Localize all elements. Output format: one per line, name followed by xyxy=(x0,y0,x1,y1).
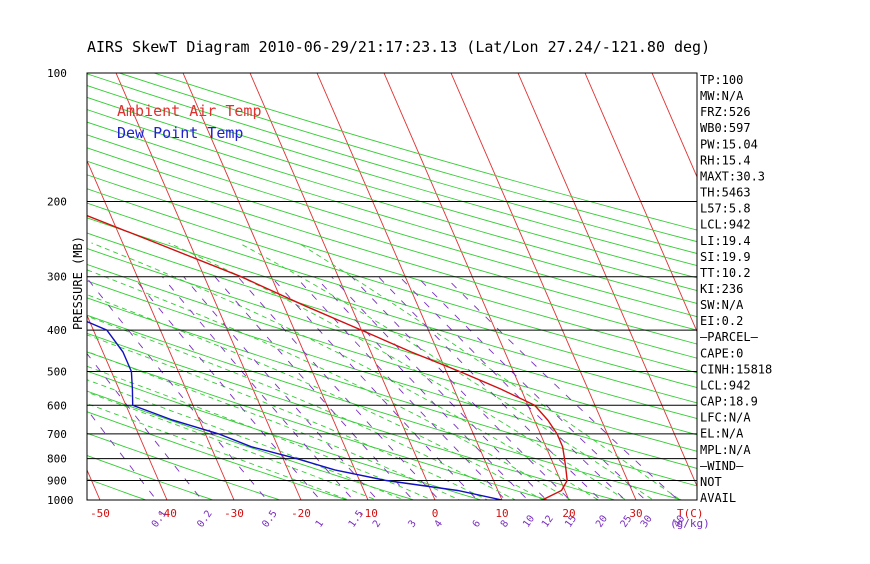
pressure-tick-label: 600 xyxy=(47,399,67,412)
index-label: LCL:942 xyxy=(700,378,751,392)
mixing-ratio-label: 3 xyxy=(406,518,418,529)
mixing-ratio-label: 10 xyxy=(521,514,537,530)
index-label: AVAIL xyxy=(700,491,736,505)
index-label: L57:5.8 xyxy=(700,202,751,216)
index-label: LFC:N/A xyxy=(700,411,751,425)
pressure-tick-label: 700 xyxy=(47,428,67,441)
index-label: CAP:18.9 xyxy=(700,395,758,409)
index-label: LCL:942 xyxy=(700,218,751,232)
index-label: TP:100 xyxy=(700,73,743,87)
index-label: KI:236 xyxy=(700,282,743,296)
mixing-ratio-label: 4 xyxy=(433,518,445,529)
index-label: NOT xyxy=(700,475,722,489)
bottom-temp-tick-label: -30 xyxy=(224,507,244,520)
bottom-temp-tick-label: 0 xyxy=(432,507,439,520)
mixing-ratio-label: 8 xyxy=(499,518,511,529)
index-label: EL:N/A xyxy=(700,427,744,441)
pressure-tick-label: 500 xyxy=(47,365,67,378)
mixing-ratio-line xyxy=(400,277,635,509)
legend-entry: Dew Point Temp xyxy=(117,124,243,142)
dry-adiabat-line xyxy=(0,73,36,509)
index-label: WB0:597 xyxy=(700,121,751,135)
bottom-temp-tick-label: 10 xyxy=(495,507,508,520)
mixing-ratio-line xyxy=(133,277,328,509)
mixing-ratio-label: 1 xyxy=(314,518,326,529)
moist-adiabat-line xyxy=(239,243,667,509)
bottom-temp-tick-label: -50 xyxy=(90,507,110,520)
pressure-tick-label: 300 xyxy=(47,271,67,284)
index-label: —WIND— xyxy=(700,459,744,473)
index-label: SW:N/A xyxy=(700,298,744,312)
moist-adiabat-line xyxy=(92,243,614,509)
pressure-tick-label: 900 xyxy=(47,474,67,487)
mixing-ratio-label: 20 xyxy=(594,514,610,530)
legend-entry: Ambient Air Temp xyxy=(117,102,262,120)
isotherm-line xyxy=(518,73,703,500)
mixing-ratio-label: 0.5 xyxy=(260,509,279,530)
pressure-tick-label: 1000 xyxy=(47,494,74,507)
chart-title: AIRS SkewT Diagram 2010-06-29/21:17:23.1… xyxy=(87,38,710,56)
isotherm-line xyxy=(451,73,636,500)
index-label: SI:19.9 xyxy=(700,250,751,264)
mixing-ratio-line xyxy=(332,277,556,509)
mixing-ratio-label: 12 xyxy=(540,514,556,530)
index-label: LI:19.4 xyxy=(700,234,751,248)
mixing-ratio-label: 2 xyxy=(371,518,383,529)
bottom-temp-tick-label: -20 xyxy=(291,507,311,520)
index-label: TT:10.2 xyxy=(700,266,751,280)
dry-adiabat-line xyxy=(0,73,104,509)
pressure-tick-label: 200 xyxy=(47,196,67,209)
index-label: PW:15.04 xyxy=(700,137,758,151)
index-label: CAPE:0 xyxy=(700,346,743,360)
isotherm-line xyxy=(0,73,33,500)
pressure-tick-label: 100 xyxy=(47,67,67,80)
index-label: EI:0.2 xyxy=(700,314,743,328)
mixing-ratio-line xyxy=(86,277,275,509)
index-label: CINH:15818 xyxy=(700,362,772,376)
y-axis-label: PRESSURE (MB) xyxy=(71,236,85,330)
moist-adiabat-line xyxy=(169,243,640,509)
index-label: MW:N/A xyxy=(700,89,744,103)
index-label: TH:5463 xyxy=(700,186,751,200)
mixing-ratio-label: 0.2 xyxy=(195,509,214,530)
mixing-ratio-line xyxy=(238,277,448,509)
index-label: RH:15.4 xyxy=(700,153,751,167)
mixing-ratio-line xyxy=(296,277,515,509)
pressure-tick-label: 800 xyxy=(47,453,67,466)
index-label: MAXT:30.3 xyxy=(700,169,765,183)
index-label: —PARCEL— xyxy=(700,330,759,344)
isotherm-line xyxy=(384,73,569,500)
index-label: MPL:N/A xyxy=(700,443,751,457)
index-label: FRZ:526 xyxy=(700,105,751,119)
pressure-tick-label: 400 xyxy=(47,324,67,337)
mixing-ratio-unit-label: (g/kg) xyxy=(670,517,710,530)
mixing-ratio-label: 6 xyxy=(471,518,483,529)
